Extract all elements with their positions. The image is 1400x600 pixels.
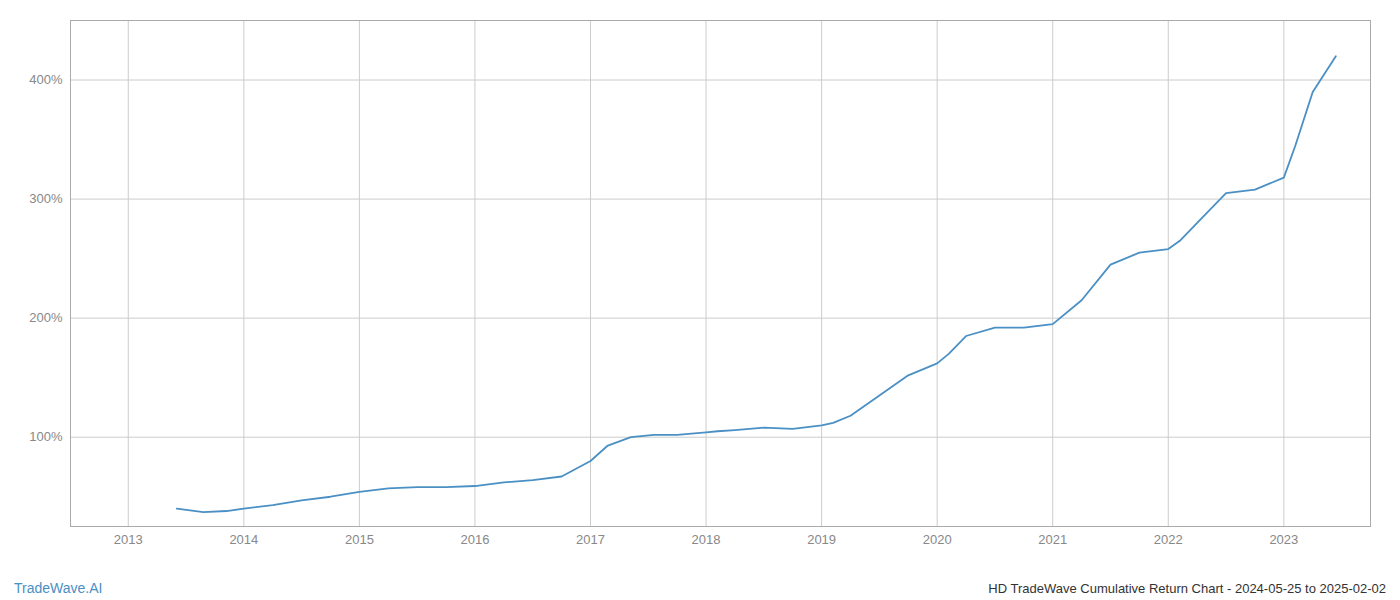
svg-text:2021: 2021 — [1038, 532, 1067, 547]
svg-text:2022: 2022 — [1154, 532, 1183, 547]
svg-text:200%: 200% — [29, 310, 63, 325]
svg-text:2013: 2013 — [114, 532, 143, 547]
svg-text:2019: 2019 — [807, 532, 836, 547]
svg-text:2016: 2016 — [460, 532, 489, 547]
html-text:TradeWave.AI: TradeWave.AI — [14, 580, 103, 596]
svg-text:300%: 300% — [29, 191, 63, 206]
svg-text:400%: 400% — [29, 72, 63, 87]
svg-text:2015: 2015 — [345, 532, 374, 547]
svg-text:2023: 2023 — [1269, 532, 1298, 547]
svg-text:2014: 2014 — [229, 532, 258, 547]
svg-text:2018: 2018 — [692, 532, 721, 547]
svg-text:2020: 2020 — [923, 532, 952, 547]
svg-text:100%: 100% — [29, 429, 63, 444]
html-text:HD TradeWave Cumulative Return: HD TradeWave Cumulative Return Chart - 2… — [988, 581, 1386, 596]
svg-text:2017: 2017 — [576, 532, 605, 547]
